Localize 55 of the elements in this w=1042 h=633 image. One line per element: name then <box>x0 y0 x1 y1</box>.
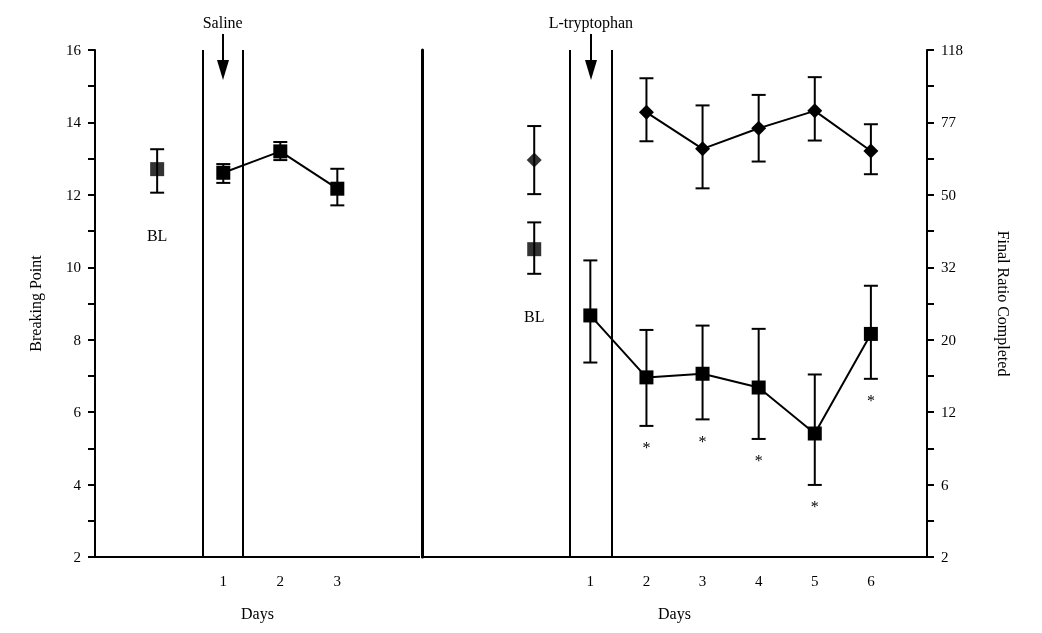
y-tick-label: 12 <box>66 186 81 203</box>
category-label: 12 <box>941 404 956 421</box>
x-tick-label: 3 <box>333 572 342 589</box>
category-label: 6 <box>941 476 949 493</box>
x-tick-label: 5 <box>811 572 819 589</box>
point <box>863 326 878 341</box>
point <box>330 181 345 196</box>
point <box>527 242 542 257</box>
y-tick-label: 16 <box>66 42 82 58</box>
ref-line-label: Saline <box>202 13 243 31</box>
ref-line-label: L-tryptophan <box>548 13 634 32</box>
point <box>216 165 231 180</box>
y-tick-label: 10 <box>66 259 81 276</box>
x-tick-label: 2 <box>276 572 285 589</box>
x-tick-label: 6 <box>867 572 876 589</box>
y-tick-label: 6 <box>73 404 82 421</box>
x-axis-title: Days <box>241 604 274 623</box>
annotation: * <box>866 392 875 410</box>
x-tick-label: 3 <box>698 572 707 589</box>
y-tick-label: 8 <box>73 331 81 348</box>
point <box>583 308 598 323</box>
x-tick-label: 2 <box>642 572 651 589</box>
annotation: * <box>698 432 707 450</box>
x-axis-title: Days <box>658 604 691 623</box>
point <box>807 426 822 441</box>
category-label: 77 <box>941 114 956 131</box>
point <box>273 144 288 159</box>
y2-axis-title: Final Ratio Completed <box>993 230 1012 377</box>
y-tick-label: 4 <box>73 476 82 493</box>
x-tick-label: 4 <box>754 572 763 589</box>
point <box>150 162 165 177</box>
point <box>807 103 823 119</box>
category-label: 50 <box>941 186 956 203</box>
annotation: BL <box>524 308 545 326</box>
point <box>751 120 767 136</box>
annotation: * <box>642 439 651 457</box>
point <box>863 143 879 159</box>
y-axis-title: Breaking Point <box>26 254 45 352</box>
point <box>695 141 711 157</box>
x-tick-label: 1 <box>219 572 228 589</box>
x-tick-label: 1 <box>586 572 595 589</box>
category-label: 20 <box>941 331 956 348</box>
category-label: 2 <box>941 549 949 565</box>
annotation: * <box>810 498 819 516</box>
point <box>695 366 710 381</box>
point <box>526 152 542 168</box>
category-label: 118 <box>941 42 963 58</box>
point <box>638 104 654 120</box>
point <box>751 380 766 395</box>
y-tick-label: 2 <box>73 549 81 565</box>
point <box>639 370 654 385</box>
y-tick-label: 14 <box>66 114 82 131</box>
annotation: BL <box>146 227 168 245</box>
annotation: * <box>754 452 763 470</box>
category-label: 32 <box>941 259 956 276</box>
